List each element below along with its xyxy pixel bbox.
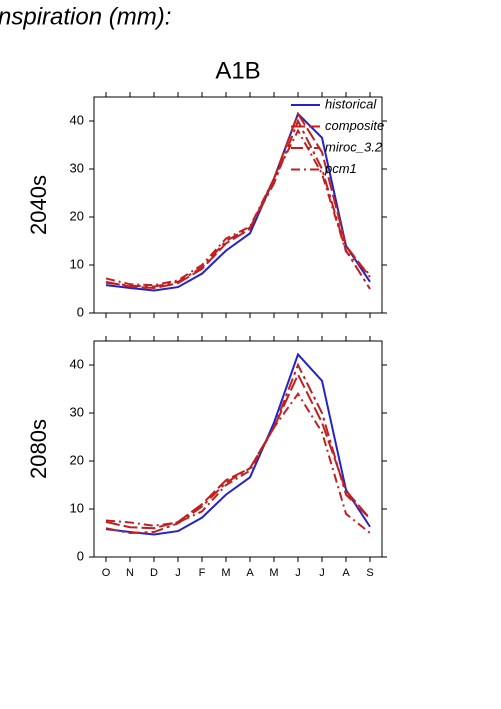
y-axis-label: 2080s	[26, 419, 51, 479]
y-tick-label: 30	[70, 160, 84, 175]
page-title: nspiration (mm):	[0, 3, 171, 30]
series-line	[105, 362, 371, 535]
y-axis-label: 2040s	[26, 175, 51, 235]
legend-label: composite	[325, 118, 384, 133]
y-tick-label: 30	[70, 404, 84, 419]
y-tick-label: 10	[70, 500, 84, 515]
x-tick-label: F	[199, 567, 206, 579]
series-line	[105, 111, 371, 292]
series-line	[105, 118, 371, 290]
x-tick-label: A	[342, 567, 350, 579]
y-tick-label: 0	[77, 548, 84, 563]
y-tick-label: 40	[70, 356, 84, 371]
legend-label: historical	[325, 96, 377, 111]
x-tick-label: A	[246, 567, 254, 579]
series-line	[105, 352, 371, 536]
series-line	[105, 111, 371, 290]
legend-label: pcm1	[324, 161, 357, 176]
legend-label: miroc_3.2	[325, 139, 383, 154]
plot-frame	[93, 340, 383, 558]
x-tick-label: J	[319, 567, 325, 579]
y-tick-label: 0	[77, 304, 84, 319]
x-tick-label: J	[175, 567, 181, 579]
x-tick-label: D	[150, 567, 158, 579]
chart-title: A1B	[215, 57, 260, 84]
series-line	[105, 128, 371, 287]
plot-frame	[93, 96, 383, 314]
x-tick-label: J	[295, 567, 301, 579]
x-tick-label: S	[366, 567, 373, 579]
y-tick-label: 20	[70, 208, 84, 223]
y-tick-label: 20	[70, 452, 84, 467]
series-line	[105, 372, 371, 530]
series-line	[105, 392, 371, 534]
x-tick-label: M	[221, 567, 230, 579]
x-tick-label: N	[126, 567, 134, 579]
y-tick-label: 40	[70, 112, 84, 127]
x-tick-label: M	[269, 567, 278, 579]
y-tick-label: 10	[70, 256, 84, 271]
x-tick-label: O	[102, 567, 111, 579]
